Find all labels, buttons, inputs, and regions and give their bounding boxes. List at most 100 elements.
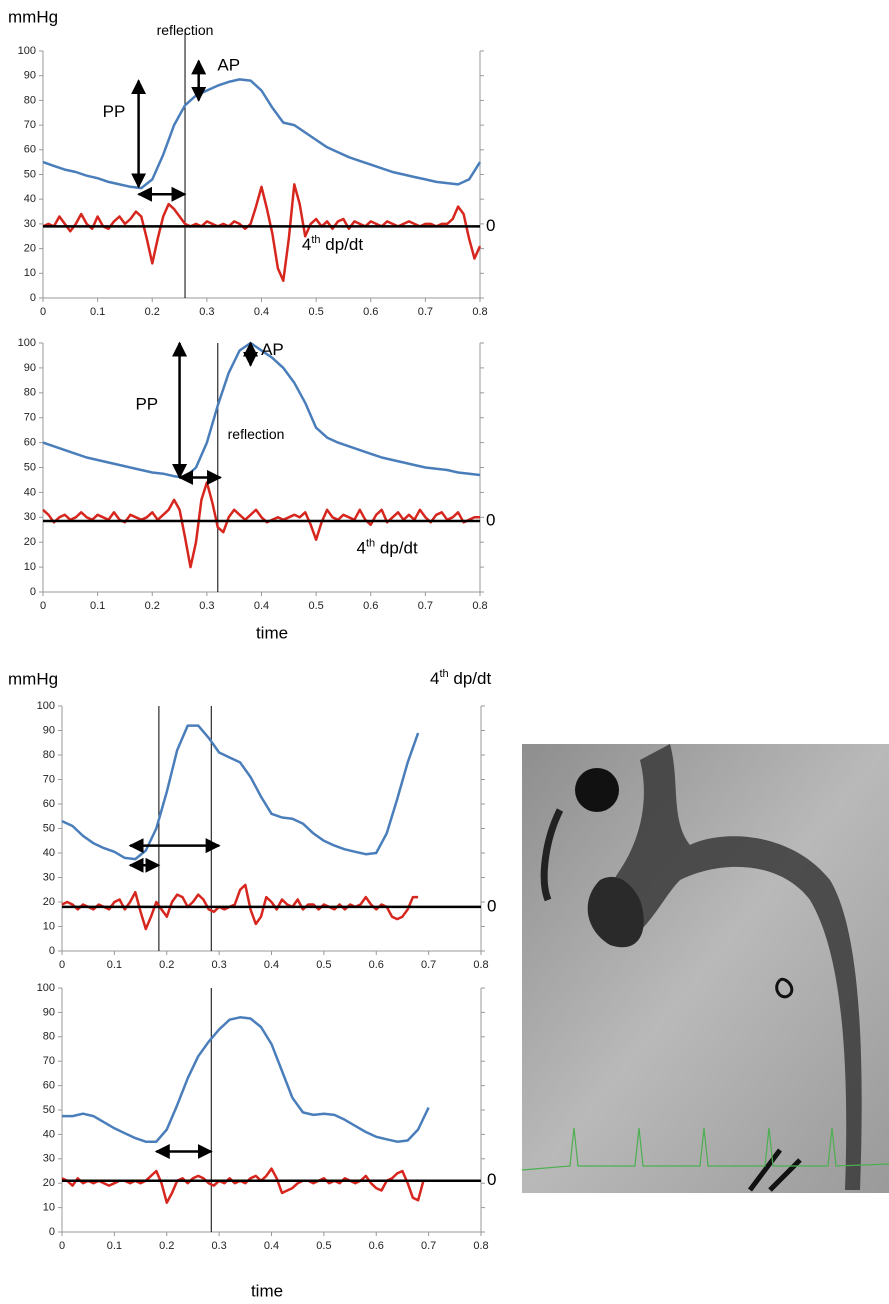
- y-tick-label: 70: [43, 773, 55, 785]
- annotation: 4th dp/dt: [302, 234, 363, 255]
- y-tick-label: 30: [24, 511, 36, 523]
- angiogram-image: [522, 744, 889, 1193]
- y-tick-label: 0: [49, 1226, 55, 1238]
- x-tick-label: 0.2: [145, 306, 160, 318]
- x-tick-label: 0.3: [211, 1240, 226, 1252]
- y-tick-label: 50: [24, 168, 36, 180]
- x-tick-label: 0.3: [199, 600, 214, 612]
- x-tick-label: 0.1: [90, 600, 105, 612]
- x-tick-label: 0.2: [145, 600, 160, 612]
- y-tick-label: 80: [43, 749, 55, 761]
- x-tick-label: 0.7: [418, 600, 433, 612]
- annotation: reflection: [228, 426, 285, 442]
- y-tick-label: 10: [24, 267, 36, 279]
- x-tick-label: 0.8: [472, 306, 487, 318]
- series-line: [62, 726, 418, 860]
- x-tick-label: 0.5: [308, 600, 323, 612]
- y-tick-label: 20: [43, 1177, 55, 1189]
- y-tick-label: 50: [43, 822, 55, 834]
- y-tick-label: 0: [30, 586, 36, 598]
- x-tick-label: 0.4: [254, 306, 269, 318]
- y-tick-label: 50: [43, 1104, 55, 1116]
- y-tick-label: 90: [43, 724, 55, 736]
- series-line: [62, 1169, 423, 1203]
- x-tick-label: 0.7: [421, 1240, 436, 1252]
- x-tick-label: 0.7: [421, 959, 436, 971]
- annotation: AP: [261, 340, 284, 359]
- x-axis-label: time: [251, 1281, 283, 1300]
- zero-label: 0: [486, 216, 495, 235]
- y-tick-label: 60: [24, 144, 36, 156]
- annotation: 4th dp/dt: [357, 538, 418, 559]
- annotation: AP: [217, 55, 240, 74]
- y-tick-label: 80: [43, 1031, 55, 1043]
- y-tick-label: 30: [43, 1153, 55, 1165]
- x-axis-label: time: [256, 623, 288, 642]
- x-tick-label: 0.2: [159, 959, 174, 971]
- x-tick-label: 0: [59, 1240, 65, 1252]
- y-tick-label: 60: [24, 437, 36, 449]
- y-tick-label: 90: [24, 70, 36, 82]
- y-tick-label: 40: [24, 193, 36, 205]
- y-tick-label: 80: [24, 387, 36, 399]
- series-line: [43, 343, 480, 478]
- x-tick-label: 0.7: [418, 306, 433, 318]
- annotation: reflection: [157, 22, 214, 38]
- y-tick-label: 100: [18, 337, 36, 349]
- y-tick-label: 90: [43, 1006, 55, 1018]
- y-tick-label: 10: [43, 920, 55, 932]
- dark-object: [575, 768, 619, 812]
- y-tick-label: 70: [24, 412, 36, 424]
- x-tick-label: 0.8: [473, 959, 488, 971]
- x-tick-label: 0.3: [211, 959, 226, 971]
- y-tick-label: 60: [43, 1080, 55, 1092]
- y-tick-label: 50: [24, 461, 36, 473]
- x-tick-label: 0.4: [254, 600, 269, 612]
- x-tick-label: 0.6: [369, 1240, 384, 1252]
- x-tick-label: 0.3: [199, 306, 214, 318]
- x-tick-label: 0: [59, 959, 65, 971]
- y-tick-label: 40: [43, 1128, 55, 1140]
- x-tick-label: 0.1: [90, 306, 105, 318]
- x-tick-label: 0.1: [107, 959, 122, 971]
- x-tick-label: 0.4: [264, 959, 279, 971]
- y-tick-label: 60: [43, 798, 55, 810]
- series-line: [43, 79, 480, 188]
- y-tick-label: 20: [43, 896, 55, 908]
- series-line: [62, 1017, 429, 1141]
- image-background: [522, 744, 889, 1193]
- y-tick-label: 20: [24, 243, 36, 255]
- page: {"chart_data": [ {"type": "line", "ylabe…: [0, 0, 889, 1304]
- y-tick-label: 0: [30, 292, 36, 304]
- x-tick-label: 0: [40, 600, 46, 612]
- annotation: PP: [103, 102, 126, 121]
- x-tick-label: 0.8: [473, 1240, 488, 1252]
- y-tick-label: 30: [24, 218, 36, 230]
- x-tick-label: 0.6: [369, 959, 384, 971]
- annotation: PP: [135, 395, 158, 414]
- series-line: [43, 184, 480, 280]
- y-tick-label: 70: [24, 119, 36, 131]
- y-tick-label: 100: [18, 45, 36, 57]
- x-tick-label: 0.6: [363, 600, 378, 612]
- y-tick-label: 90: [24, 362, 36, 374]
- y2-axis-label: 4th dp/dt: [430, 668, 491, 689]
- y-tick-label: 80: [24, 94, 36, 106]
- y-tick-label: 70: [43, 1055, 55, 1067]
- x-tick-label: 0.5: [308, 306, 323, 318]
- y-tick-label: 0: [49, 945, 55, 957]
- zero-label: 0: [486, 511, 495, 530]
- x-tick-label: 0.1: [107, 1240, 122, 1252]
- x-tick-label: 0.4: [264, 1240, 279, 1252]
- y-tick-label: 10: [43, 1202, 55, 1214]
- x-tick-label: 0.8: [472, 600, 487, 612]
- y-tick-label: 100: [37, 982, 55, 994]
- y-tick-label: 20: [24, 536, 36, 548]
- figure: 010203040506070809010000.10.20.30.40.50.…: [0, 0, 889, 1304]
- y-tick-label: 100: [37, 700, 55, 712]
- x-tick-label: 0.6: [363, 306, 378, 318]
- zero-label: 0: [487, 1170, 496, 1189]
- y-axis-label: mmHg: [8, 669, 58, 688]
- x-tick-label: 0.2: [159, 1240, 174, 1252]
- y-tick-label: 40: [24, 486, 36, 498]
